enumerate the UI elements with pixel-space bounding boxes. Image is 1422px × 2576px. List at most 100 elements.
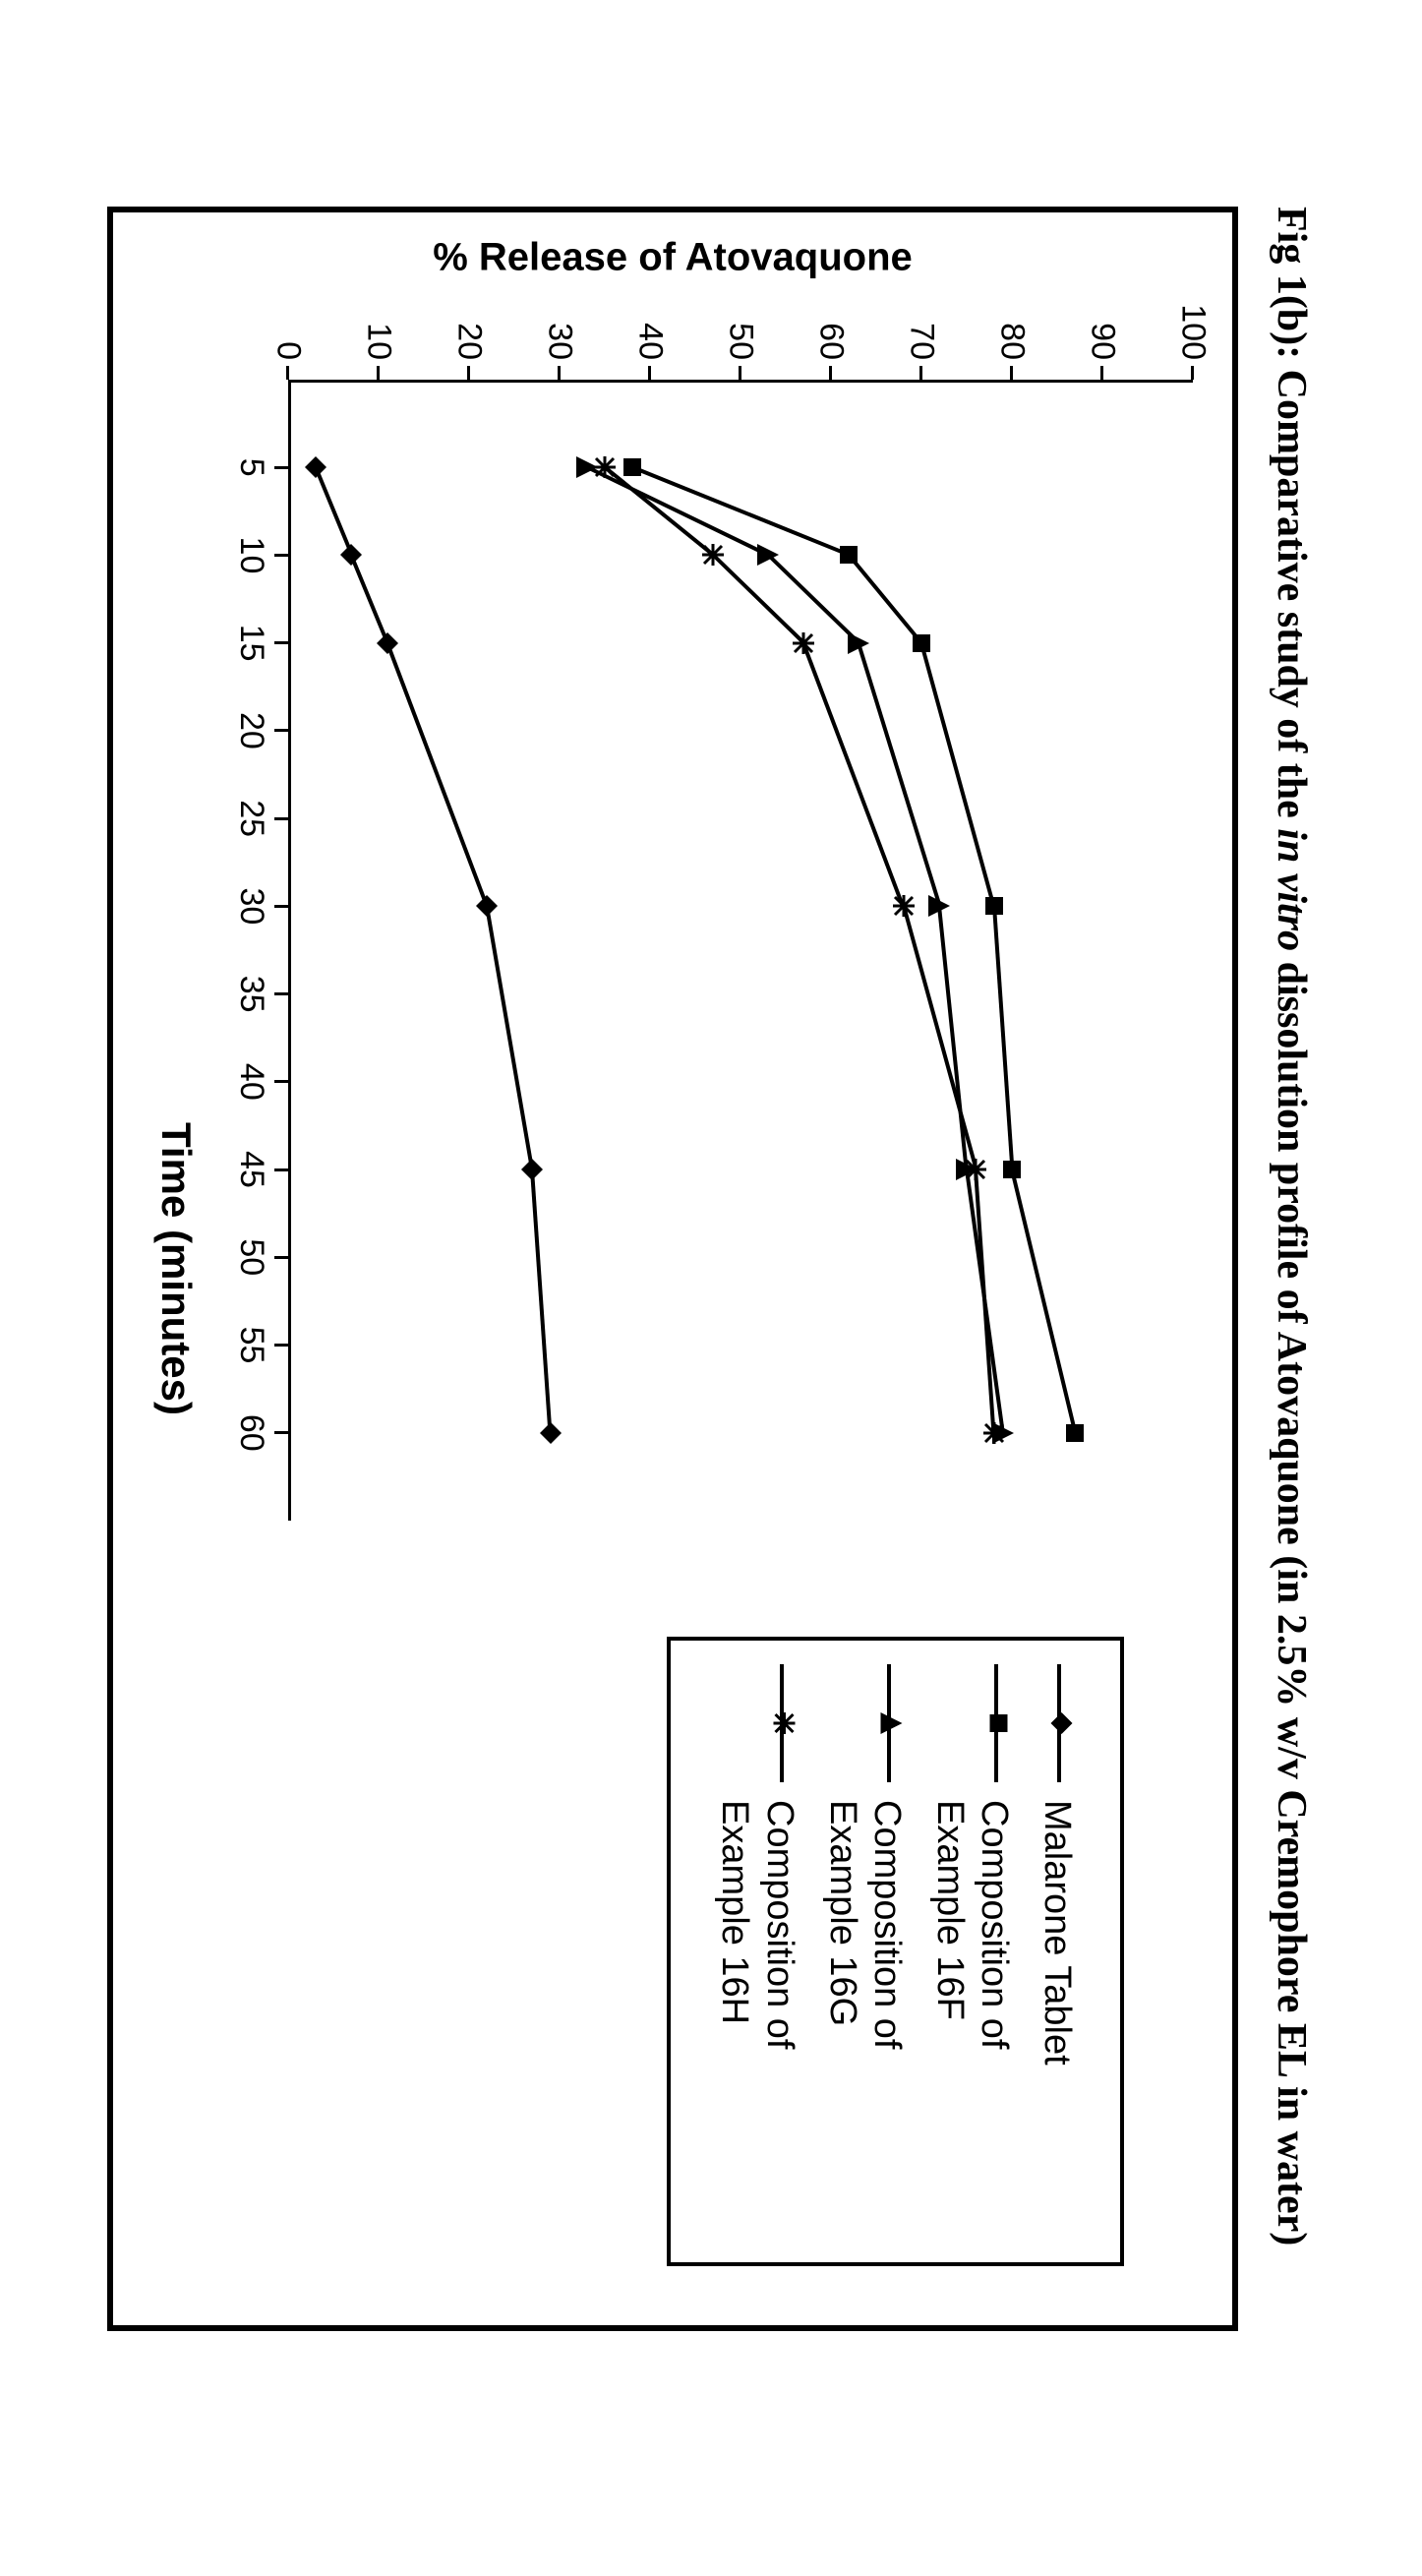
series-point xyxy=(893,895,915,917)
x-tick-label: 20 xyxy=(232,712,270,749)
series-line-segment xyxy=(857,642,942,907)
y-tick-label: 10 xyxy=(360,323,398,360)
series-point xyxy=(305,456,326,478)
y-tick xyxy=(287,366,290,380)
series-point xyxy=(913,633,930,651)
series-point xyxy=(793,631,814,653)
legend-item: Composition of Example 16H xyxy=(712,1664,801,2239)
series-point xyxy=(848,631,869,653)
x-tick xyxy=(274,1168,288,1170)
y-tick xyxy=(468,366,471,380)
series-line-segment xyxy=(530,1168,552,1432)
title-suffix: dissolution profile of Atovaquone (in 2.… xyxy=(1269,951,1314,2246)
x-tick-label: 25 xyxy=(232,800,270,837)
x-tick-label: 35 xyxy=(232,975,270,1012)
series-point xyxy=(928,895,950,917)
legend-label: Composition of Example 16G xyxy=(819,1782,909,2049)
y-tick-label: 100 xyxy=(1174,304,1213,360)
y-tick-label: 90 xyxy=(1084,323,1122,360)
legend-marker xyxy=(1039,1664,1079,1782)
x-axis-title: Time (minutes) xyxy=(152,1122,200,1415)
y-tick-label: 20 xyxy=(450,323,489,360)
y-tick xyxy=(920,366,923,380)
y-tick xyxy=(1101,366,1104,380)
x-tick xyxy=(274,553,288,556)
series-line-segment xyxy=(766,554,859,644)
x-tick xyxy=(274,1344,288,1347)
title-italic: in vitro xyxy=(1269,828,1314,951)
plot-area: 0102030405060708090100510152025303540455… xyxy=(288,380,1193,1521)
series-line-segment xyxy=(314,466,353,556)
series-line-segment xyxy=(712,554,805,644)
rotated-container: Fig 1(b): Comparative study of the in vi… xyxy=(107,207,1315,2370)
series-line-segment xyxy=(919,642,995,907)
y-tick-label: 0 xyxy=(269,341,308,360)
legend-item: Composition of Example 16F xyxy=(926,1664,1016,2239)
y-tick-label: 60 xyxy=(812,323,851,360)
y-tick xyxy=(649,366,652,380)
y-tick xyxy=(559,366,562,380)
legend-item: Composition of Example 16G xyxy=(819,1664,909,2239)
figure-title: Fig 1(b): Comparative study of the in vi… xyxy=(1268,207,1315,2370)
x-tick xyxy=(274,816,288,819)
legend-label: Composition of Example 16F xyxy=(926,1782,1016,2049)
series-point xyxy=(1003,1161,1021,1178)
x-tick-label: 30 xyxy=(232,887,270,925)
series-line-segment xyxy=(974,1168,995,1432)
y-tick xyxy=(1192,366,1195,380)
x-tick-label: 15 xyxy=(232,624,270,661)
figure: Fig 1(b): Comparative study of the in vi… xyxy=(107,207,1315,2370)
x-tick xyxy=(274,1080,288,1083)
y-tick xyxy=(830,366,833,380)
legend: Malarone Tablet Composition of Example 16… xyxy=(667,1637,1124,2266)
x-tick xyxy=(274,465,288,468)
series-point xyxy=(702,544,724,566)
x-tick-label: 40 xyxy=(232,1062,270,1100)
x-tick-label: 10 xyxy=(232,536,270,573)
series-point xyxy=(983,1421,1005,1443)
series-point xyxy=(965,1159,986,1180)
x-tick-label: 55 xyxy=(232,1326,270,1363)
y-tick-label: 70 xyxy=(903,323,941,360)
y-tick-label: 30 xyxy=(541,323,579,360)
legend-item: Malarone Tablet xyxy=(1034,1664,1079,2239)
x-tick xyxy=(274,1431,288,1434)
x-axis xyxy=(288,380,291,1521)
series-line-segment xyxy=(1010,1168,1077,1433)
x-tick xyxy=(274,904,288,907)
x-tick xyxy=(274,641,288,644)
legend-label: Composition of Example 16H xyxy=(712,1782,801,2049)
series-line-segment xyxy=(848,554,923,644)
y-tick-label: 50 xyxy=(722,323,760,360)
series-point xyxy=(377,631,398,653)
y-axis-title: % Release of Atovaquone xyxy=(433,235,913,279)
x-tick-label: 50 xyxy=(232,1238,270,1276)
series-line-segment xyxy=(385,641,489,906)
chart-frame: % Release of Atovaquone 0102030405060708… xyxy=(107,207,1238,2331)
x-tick xyxy=(274,729,288,732)
title-prefix: Fig 1(b): Comparative study of the xyxy=(1269,207,1314,828)
x-tick-label: 45 xyxy=(232,1151,270,1188)
series-line-segment xyxy=(485,906,534,1169)
series-point xyxy=(521,1159,543,1180)
x-tick xyxy=(274,992,288,995)
series-point xyxy=(1066,1423,1084,1441)
series-line-segment xyxy=(992,906,1014,1169)
legend-label: Malarone Tablet xyxy=(1034,1782,1079,2066)
series-point xyxy=(623,458,641,476)
y-tick xyxy=(378,366,381,380)
y-tick xyxy=(740,366,742,380)
y-tick-label: 80 xyxy=(993,323,1032,360)
series-point xyxy=(757,544,779,566)
page: Fig 1(b): Comparative study of the in vi… xyxy=(0,0,1422,2576)
y-tick xyxy=(1011,366,1014,380)
legend-marker xyxy=(762,1664,801,1782)
series-line-segment xyxy=(802,641,906,906)
series-point xyxy=(476,895,498,917)
series-line-segment xyxy=(350,554,389,643)
x-tick-label: 60 xyxy=(232,1413,270,1451)
y-tick-label: 40 xyxy=(631,323,670,360)
series-line-segment xyxy=(902,905,978,1169)
series-point xyxy=(540,1421,562,1443)
series-point xyxy=(594,456,616,478)
